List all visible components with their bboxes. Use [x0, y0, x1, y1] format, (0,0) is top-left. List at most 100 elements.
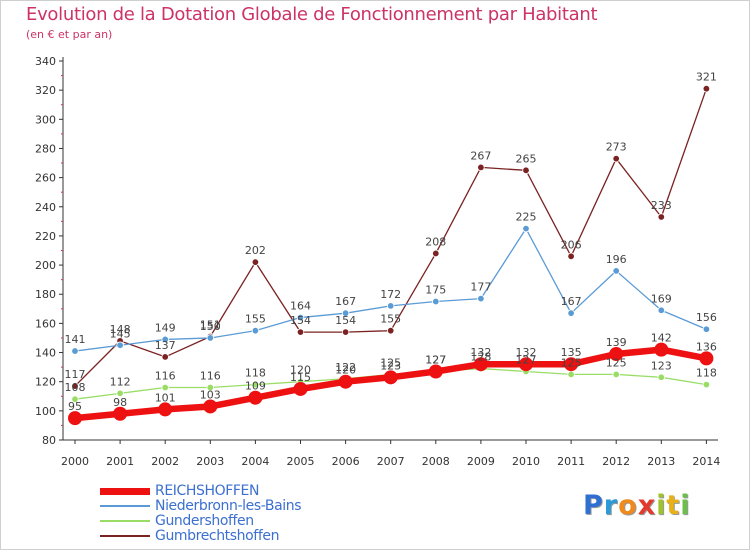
data-label: 109 — [245, 380, 266, 393]
data-point — [432, 297, 440, 306]
legend-label: REICHSHOFFEN — [155, 483, 260, 499]
data-label: 125 — [606, 356, 627, 369]
data-label: 101 — [155, 391, 176, 404]
data-label: 103 — [200, 388, 221, 401]
y-tick-label: 80 — [42, 434, 56, 447]
x-tick-label: 2013 — [647, 455, 675, 468]
legend-label: Gumbrechtshoffen — [155, 528, 280, 544]
x-tick-label: 2001 — [106, 455, 134, 468]
data-point — [161, 353, 169, 361]
data-label: 116 — [155, 370, 176, 383]
legend-label: Gundershoffen — [155, 513, 254, 529]
data-point — [522, 166, 530, 175]
data-point — [161, 383, 169, 392]
data-point — [251, 326, 260, 335]
data-point — [564, 357, 579, 372]
data-label: 265 — [516, 152, 537, 165]
legend-swatch — [100, 520, 150, 522]
data-label: 135 — [561, 346, 582, 359]
y-tick-label: 220 — [35, 230, 56, 243]
data-point — [206, 334, 214, 342]
x-tick-label: 2003 — [196, 455, 224, 468]
data-label: 128 — [470, 351, 491, 364]
data-point — [654, 342, 669, 357]
data-label: 156 — [696, 311, 717, 324]
data-label: 137 — [155, 339, 176, 352]
data-label: 118 — [245, 367, 266, 380]
logo-letter: x — [637, 490, 657, 521]
y-tick-label: 200 — [35, 259, 56, 272]
data-point — [113, 406, 128, 421]
data-point — [68, 411, 82, 426]
data-label: 120 — [290, 364, 311, 377]
data-point — [473, 357, 488, 372]
data-point — [699, 351, 714, 366]
data-label: 118 — [696, 367, 717, 380]
y-tick-label: 300 — [35, 113, 56, 126]
data-point — [387, 302, 395, 310]
y-tick-label: 100 — [35, 405, 56, 418]
data-label: 206 — [561, 238, 582, 251]
data-point — [657, 373, 665, 382]
data-label: 172 — [380, 288, 401, 301]
y-tick-label: 140 — [35, 347, 56, 360]
data-label: 175 — [425, 284, 446, 297]
data-point — [567, 309, 575, 317]
data-point — [296, 328, 305, 336]
data-label: 202 — [245, 244, 266, 257]
data-point — [567, 370, 575, 379]
data-label: 141 — [65, 333, 86, 346]
data-point — [71, 395, 79, 403]
data-label: 117 — [65, 368, 86, 381]
data-point — [519, 357, 533, 372]
logo-letter: t — [666, 490, 681, 521]
legend-swatch — [100, 535, 150, 537]
data-point — [116, 341, 124, 349]
data-point — [71, 347, 79, 355]
data-label: 321 — [696, 71, 717, 84]
data-point — [702, 325, 711, 333]
y-tick-label: 120 — [35, 376, 56, 389]
data-point — [251, 258, 260, 266]
data-point — [248, 390, 263, 405]
x-tick-label: 2000 — [61, 455, 89, 468]
data-label: 167 — [335, 295, 356, 308]
proxiti-logo: Proxiti — [583, 490, 691, 521]
data-label: 115 — [290, 371, 311, 384]
data-point — [293, 381, 308, 396]
data-point — [341, 309, 350, 317]
x-tick-label: 2005 — [287, 455, 315, 468]
data-label: 208 — [425, 235, 446, 248]
legend-item: Niederbronn-les-Bains — [100, 498, 400, 514]
data-point — [387, 326, 395, 335]
data-label: 273 — [606, 141, 627, 154]
data-label: 145 — [110, 327, 131, 340]
legend-swatch — [100, 505, 150, 507]
data-point — [657, 213, 665, 221]
y-tick-label: 340 — [35, 55, 56, 68]
data-point — [522, 224, 530, 233]
data-label: 95 — [68, 400, 82, 413]
chart-title: Evolution de la Dotation Globale de Fonc… — [26, 4, 598, 25]
data-label: 127 — [425, 353, 446, 366]
data-point — [432, 249, 440, 258]
y-tick-label: 180 — [35, 288, 56, 301]
data-label: 150 — [200, 320, 221, 333]
data-point — [477, 163, 485, 172]
data-label: 127 — [516, 353, 537, 366]
data-point — [338, 374, 353, 389]
data-label: 169 — [651, 292, 672, 305]
data-point — [206, 383, 214, 392]
data-point — [71, 382, 79, 390]
logo-letter: i — [680, 490, 691, 521]
data-label: 154 — [335, 314, 356, 327]
data-label: 142 — [651, 332, 672, 345]
data-point — [609, 346, 624, 361]
data-point — [383, 370, 398, 385]
data-label: 167 — [561, 295, 582, 308]
data-label: 125 — [561, 356, 582, 369]
data-label: 132 — [516, 346, 537, 359]
data-point — [612, 267, 620, 275]
data-label: 123 — [380, 359, 401, 372]
